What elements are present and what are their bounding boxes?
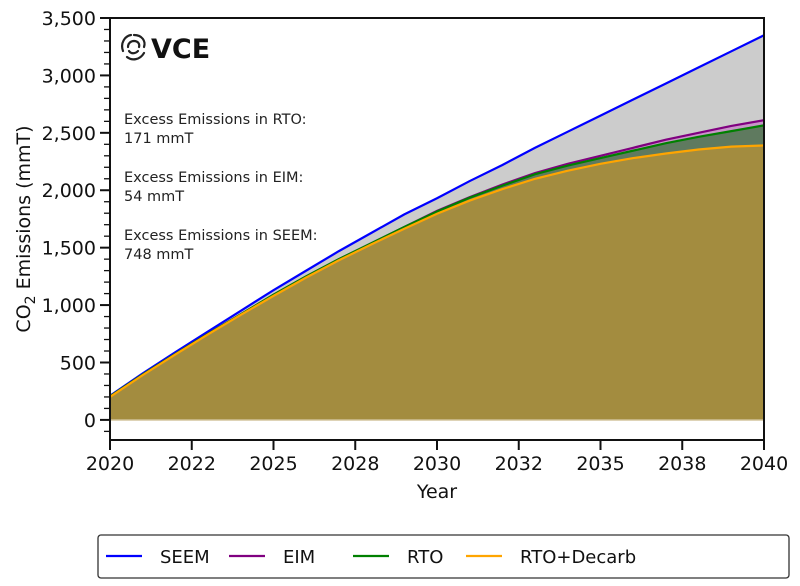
area-layer [110,35,764,421]
y-axis: 0 500 1,000 1,500 2,000 2,500 3,000 3,500 [42,8,110,433]
y-axis-title: CO2 Emissions (mmT) [13,125,39,332]
annotation-label: Excess Emissions in RTO: [124,112,307,128]
legend-label: RTO+Decarb [520,547,636,568]
x-tick-label: 2038 [658,453,706,475]
legend-item-seem: SEEM [106,547,210,568]
y-tick-label: 2,500 [42,123,96,145]
x-axis-title: Year [416,481,457,503]
legend-item-rto-decarb: RTO+Decarb [466,547,636,568]
annotation-value: 54 mmT [124,189,184,205]
y-tick-label: 1,500 [42,238,96,260]
legend-label: SEEM [160,547,210,568]
legend-item-eim: EIM [229,547,315,568]
x-tick-label: 2035 [576,453,624,475]
legend-item-rto: RTO [353,547,443,568]
y-tick-label: 3,000 [42,65,96,87]
line-seem [109,34,765,397]
y-tick-label: 0 [84,410,96,432]
line-rto-decarb [109,144,765,398]
area-rto-decarb [110,145,764,420]
annotations: Excess Emissions in RTO: 171 mmT Excess Em… [124,112,318,263]
legend-box [97,534,790,579]
x-tick-label: 2040 [740,453,788,475]
x-tick-label: 2020 [86,453,134,475]
legend-label: RTO [407,547,443,568]
swirl-icon [121,33,146,61]
annotation-label: Excess Emissions in EIM: [124,170,303,186]
y-tick-label: 500 [60,352,96,374]
x-tick-label: 2032 [495,453,543,475]
y-tick-label: 1,000 [42,295,96,317]
annotation-value: 171 mmT [124,131,194,147]
x-tick-label: 2028 [331,453,379,475]
x-tick-label: 2022 [168,453,216,475]
x-tick-label: 2025 [249,453,297,475]
y-tick-label: 2,000 [42,180,96,202]
x-tick-label: 2030 [413,453,461,475]
x-axis: 2020 2022 2025 2028 2030 2032 2035 2038 2040 [86,440,788,475]
annotation-value: 748 mmT [124,247,194,263]
legend: SEEM EIM RTO RTO+Decarb [97,534,790,579]
line-layer [109,34,765,398]
y-tick-label: 3,500 [42,8,96,30]
logo-text: VCE [151,34,210,65]
vce-logo: VCE [121,33,210,65]
legend-label: EIM [283,547,315,568]
annotation-label: Excess Emissions in SEEM: [124,228,318,244]
